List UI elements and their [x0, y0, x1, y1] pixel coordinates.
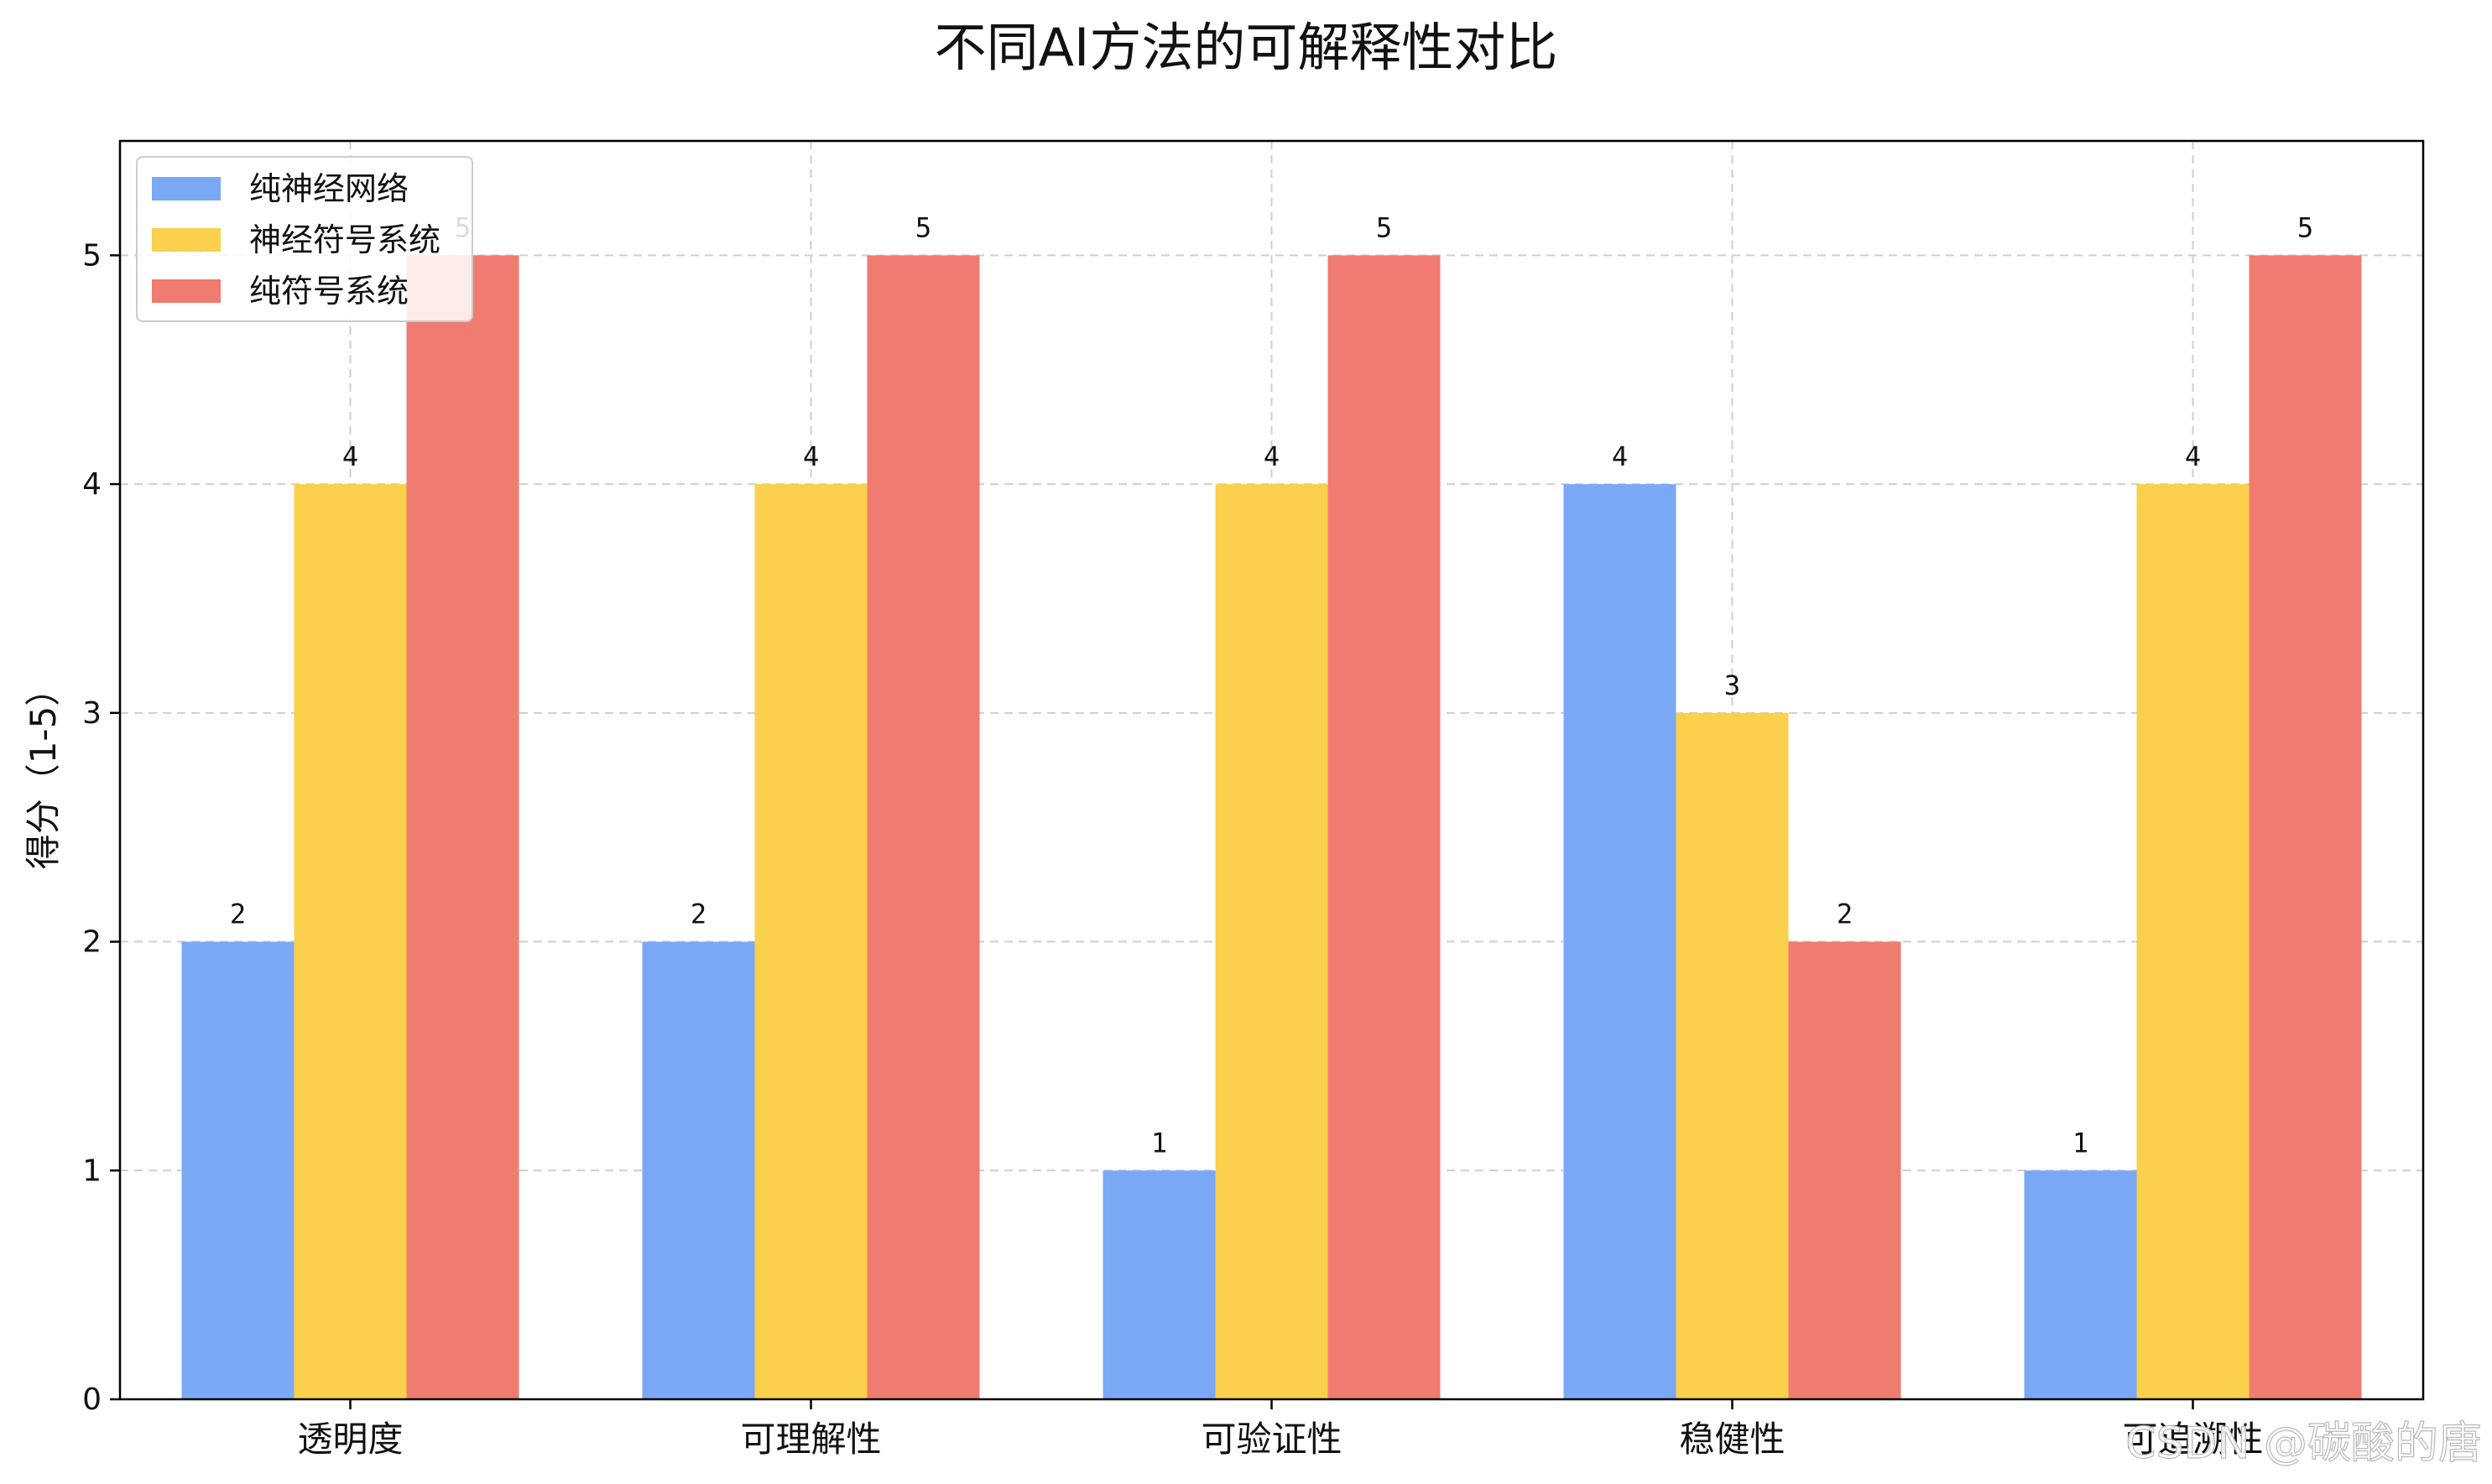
x-axis: 透明度 可理解性 可验证性 稳健性 可追溯性	[297, 1399, 2264, 1460]
bar-value-label: 5	[2297, 211, 2313, 243]
y-tick-label: 0	[82, 1382, 102, 1417]
bar	[2136, 484, 2250, 1400]
bar-value-label: 1	[1151, 1127, 1167, 1159]
bar	[181, 941, 295, 1399]
bar-value-label: 4	[1612, 440, 1628, 472]
bar-value-label: 5	[915, 211, 931, 243]
bar-value-label: 4	[342, 440, 358, 472]
bar-value-label: 4	[803, 440, 819, 472]
bar-value-label: 2	[1837, 898, 1853, 930]
y-tick-label: 2	[82, 925, 102, 960]
bar	[1563, 484, 1676, 1400]
legend-swatch	[152, 177, 221, 200]
bar	[1215, 484, 1328, 1400]
legend-swatch	[152, 228, 221, 252]
bar	[754, 484, 868, 1400]
bar	[1103, 1170, 1216, 1399]
bar-value-label: 1	[2072, 1127, 2088, 1159]
y-tick-label: 5	[82, 238, 102, 273]
legend-label: 纯符号系统	[249, 273, 409, 310]
chart-title: 不同AI方法的可解释性对比	[935, 17, 1558, 78]
bar	[2024, 1170, 2137, 1399]
bar-value-label: 2	[230, 898, 246, 930]
y-axis: 0 1 2 3 4 5	[82, 238, 120, 1417]
y-tick-label: 4	[82, 467, 102, 502]
bar	[1788, 941, 1901, 1399]
bar-value-label: 5	[1376, 211, 1392, 243]
legend-label: 神经符号系统	[249, 221, 441, 258]
x-tick-label: 可追溯性	[2122, 1419, 2263, 1460]
legend-label: 纯神经网络	[249, 170, 409, 207]
bar	[867, 255, 980, 1399]
bar-value-label: 4	[2185, 440, 2201, 472]
bar-value-label: 4	[1264, 440, 1280, 472]
bar	[2249, 255, 2362, 1399]
y-axis-label: 得分（1-5）	[23, 671, 64, 870]
bar	[642, 941, 755, 1399]
y-tick-label: 1	[82, 1153, 102, 1188]
x-tick-label: 透明度	[297, 1419, 403, 1460]
y-tick-label: 3	[82, 696, 102, 731]
bar	[406, 255, 519, 1399]
bars	[181, 255, 2362, 1400]
legend-swatch	[152, 279, 221, 303]
bar	[294, 484, 407, 1400]
watermark: CSDN @碳酸的唐	[2125, 1419, 2482, 1469]
bar	[1327, 255, 1441, 1399]
bar	[1676, 712, 1789, 1399]
x-tick-label: 稳健性	[1679, 1419, 1785, 1460]
bar-value-label: 2	[691, 898, 706, 930]
x-tick-label: 可理解性	[740, 1419, 881, 1460]
bar-value-label: 3	[1724, 669, 1740, 701]
x-tick-label: 可验证性	[1201, 1419, 1342, 1460]
